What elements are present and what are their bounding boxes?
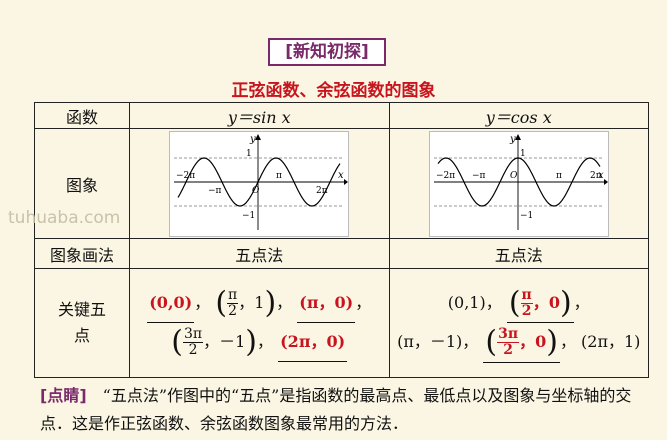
origin-label: O <box>510 171 518 181</box>
sin-point-5: (2π，0) <box>278 323 348 362</box>
cos-point-1: (0,1) <box>447 292 486 312</box>
tick-one: 1 <box>246 149 252 159</box>
row-label-keypoints: 关键五点 <box>34 268 130 378</box>
sin-graph: y x 1 −1 O −2π −π π 2π <box>169 130 350 237</box>
tick-two-pi: 2π <box>316 186 328 196</box>
tick-one: 1 <box>520 149 526 159</box>
cos-point-5: (2π，1) <box>581 332 641 351</box>
x-axis-label: x <box>598 170 604 181</box>
sin-formula: y＝sin x <box>129 102 390 129</box>
sin-point-2: (π 2 ，1) <box>215 285 277 321</box>
watermark: tuhuaba.com <box>8 208 121 228</box>
cos-point-3: (π，－1) <box>397 332 463 351</box>
cos-keypoints: (0,1)， (π 2 ，0)， (π，－1)， (3π 2 ，0)， (2π，1) <box>388 268 649 378</box>
cos-point-2: (π 2 ，0) <box>506 284 574 323</box>
tick-neg-one: −1 <box>520 211 533 221</box>
section-badge: [新知初探] <box>268 38 386 66</box>
sin-method: 五点法 <box>129 238 390 269</box>
tick-pi: π <box>556 171 562 181</box>
note-tag: [点睛] <box>40 386 87 405</box>
row-label-graph: 图象 <box>34 128 130 239</box>
sin-curve <box>177 156 341 207</box>
table-row: 图象画法 五点法 五点法 <box>34 238 649 269</box>
note-paragraph: [点睛] “五点法”作图中的“五点”是指函数的最高点、最低点以及图象与坐标轴的交… <box>40 382 640 438</box>
y-axis-label: y <box>249 134 256 145</box>
note-text: “五点法”作图中的“五点”是指函数的最高点、最低点以及图象与坐标轴的交点．这是作… <box>40 386 632 433</box>
y-axis-label: y <box>509 134 516 145</box>
tick-neg-two-pi: −2π <box>436 171 455 181</box>
tick-neg-two-pi: −2π <box>176 171 195 181</box>
page-title: 正弦函数、余弦函数的图象 <box>231 81 436 101</box>
sin-graph-cell: y x 1 −1 O −2π −π π 2π <box>129 128 390 239</box>
origin-label: O <box>252 186 260 196</box>
header-cell-function: 函数 <box>34 102 130 129</box>
cos-graph-cell: y x 1 −1 O −2π −π π 2π <box>388 128 649 239</box>
x-axis-label: x <box>338 170 344 181</box>
sin-point-4: (3π 2 ，－1) <box>171 324 258 360</box>
sin-point-3: (π，0) <box>297 284 356 323</box>
table-row: 关键五点 (0,0)， (π 2 ，1)， (π，0)， (3π 2 ，－1)， (2π… <box>34 268 649 378</box>
cos-point-4: (3π 2 ，0) <box>483 323 560 363</box>
row-label-method: 图象画法 <box>34 238 130 269</box>
table-row: 函数 y＝sin x y＝cos x <box>34 102 649 129</box>
sin-keypoints: (0,0)， (π 2 ，1)， (π，0)， (3π 2 ，－1)， (2π，0) <box>129 268 390 378</box>
tick-neg-pi: −π <box>208 186 222 196</box>
cos-curve <box>437 156 601 207</box>
cos-method: 五点法 <box>388 238 649 269</box>
tick-pi: π <box>276 171 282 181</box>
tick-neg-pi: −π <box>472 171 486 181</box>
function-table: 函数 y＝sin x y＝cos x 图象 y x 1 −1 <box>34 102 649 378</box>
tick-two-pi: 2π <box>590 171 602 181</box>
cos-graph: y x 1 −1 O −2π −π π 2π <box>428 130 609 237</box>
cos-formula: y＝cos x <box>388 102 649 129</box>
table-row: 图象 y x 1 −1 O −2π −π <box>34 128 649 239</box>
tick-neg-one: −1 <box>242 211 255 221</box>
sin-point-1: (0,0) <box>147 284 195 323</box>
